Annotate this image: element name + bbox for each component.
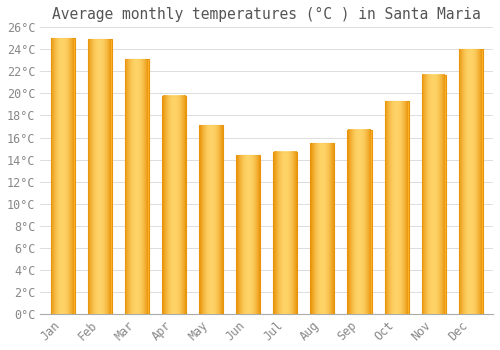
Bar: [162, 96, 186, 314]
Title: Average monthly temperatures (°C ) in Santa Maria: Average monthly temperatures (°C ) in Sa…: [52, 7, 481, 22]
Bar: [384, 101, 408, 314]
Bar: [273, 152, 297, 314]
Bar: [50, 38, 74, 314]
Bar: [348, 130, 372, 314]
Bar: [88, 40, 112, 314]
Bar: [458, 49, 483, 314]
Bar: [124, 59, 149, 314]
Bar: [422, 75, 446, 314]
Bar: [310, 143, 334, 314]
Bar: [236, 155, 260, 314]
Bar: [199, 125, 223, 314]
